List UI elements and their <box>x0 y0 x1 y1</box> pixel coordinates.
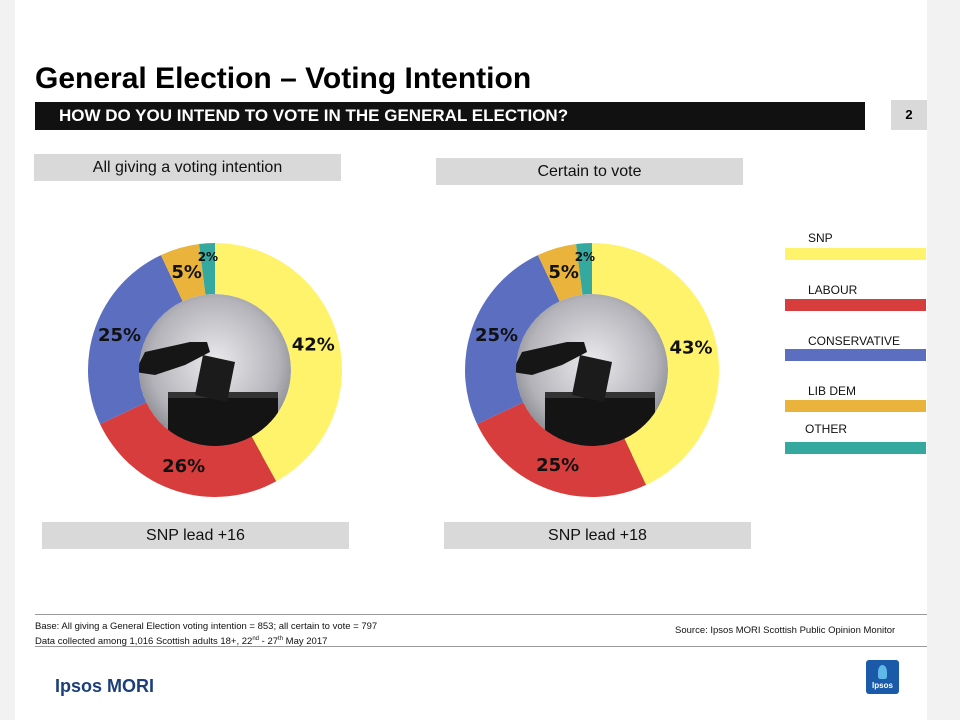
data-label: 42% <box>292 334 335 355</box>
legend-swatch <box>785 248 926 260</box>
page-title: General Election – Voting Intention <box>35 62 532 95</box>
data-label: 25% <box>98 325 141 346</box>
slice-snp <box>592 243 719 485</box>
data-label: 25% <box>475 325 518 346</box>
slide: General Election – Voting Intention HOW … <box>15 0 927 720</box>
ipsos-logo: Ipsos <box>866 660 899 694</box>
data-label: 2% <box>575 250 595 264</box>
slice-labour <box>477 402 647 497</box>
data-label: 5% <box>548 262 579 283</box>
question-banner: HOW DO YOU INTEND TO VOTE IN THE GENERAL… <box>35 102 865 130</box>
source-note: Source: Ipsos MORI Scottish Public Opini… <box>675 625 896 636</box>
legend-label: OTHER <box>805 422 847 436</box>
slice-labour <box>100 402 277 497</box>
legend-swatch <box>785 349 926 361</box>
hand-shape <box>135 342 210 375</box>
slice-snp <box>215 243 343 482</box>
lead-box-all: SNP lead +16 <box>42 522 349 549</box>
lead-box-certain: SNP lead +18 <box>444 522 751 549</box>
brand-name: Ipsos MORI <box>55 676 155 696</box>
legend-swatch <box>785 299 926 311</box>
chart-heading-certain: Certain to vote <box>436 158 743 185</box>
data-label: 2% <box>198 250 218 264</box>
legend-label: SNP <box>808 231 833 245</box>
data-label: 43% <box>670 337 713 358</box>
ballot-paper-shape <box>195 355 235 402</box>
data-label: 25% <box>536 455 579 476</box>
donut-chart-certain: 43% 25% 25% 5%2% <box>465 243 719 497</box>
legend-swatch <box>785 400 926 412</box>
data-collected-note: Data collected among 1,016 Scottish adul… <box>35 636 328 648</box>
legend-swatch <box>785 442 926 454</box>
slice-conservative <box>465 255 560 425</box>
footnote: Base: All giving a General Election voti… <box>35 620 377 648</box>
legend-label: LABOUR <box>808 283 858 297</box>
legend-label: LIB DEM <box>808 384 857 398</box>
data-label: 5% <box>171 262 202 283</box>
slice-lib-dem <box>160 244 206 302</box>
slice-conservative <box>87 255 183 425</box>
ballot-paper-shape <box>572 355 612 402</box>
footer-divider-bottom <box>35 646 927 647</box>
donut-chart-all: 42% 26% 25% 5%2% <box>87 243 343 497</box>
hand-shape <box>512 342 587 375</box>
chart-heading-all: All giving a voting intention <box>34 154 341 181</box>
legend-label: CONSERVATIVE <box>808 334 901 348</box>
base-note: Base: All giving a General Election voti… <box>35 621 378 632</box>
data-label: 26% <box>162 456 205 477</box>
footer-divider <box>35 614 927 615</box>
slice-other <box>576 243 592 295</box>
slice-lib-dem <box>537 244 583 302</box>
page-number: 2 <box>891 100 927 130</box>
slice-other <box>199 243 215 295</box>
